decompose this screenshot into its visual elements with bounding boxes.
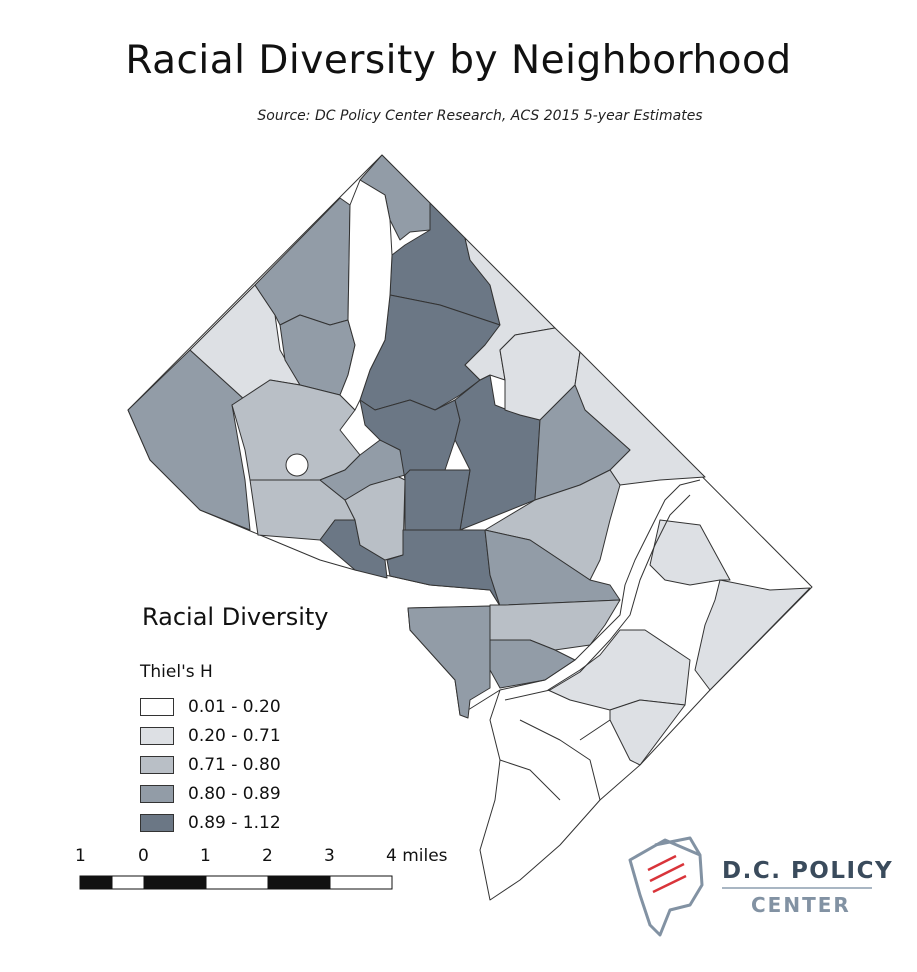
legend-swatch: [140, 698, 174, 716]
river: [499, 479, 701, 691]
legend-subtitle: Thiel's H: [140, 662, 213, 682]
legend-swatch: [140, 756, 174, 774]
neighborhood: [649, 519, 731, 586]
river: [504, 494, 691, 701]
legend-label: 0.01 - 0.20: [188, 697, 281, 717]
scale-bar: [79, 875, 393, 890]
legend-item: 0.01 - 0.20: [140, 696, 281, 718]
legend-label: 0.20 - 0.71: [188, 726, 281, 746]
neighborhood: [359, 399, 461, 481]
legend-swatch: [140, 814, 174, 832]
legend-label: 0.89 - 1.12: [188, 813, 281, 833]
legend-label: 0.80 - 0.89: [188, 784, 281, 804]
scale-label: 4 miles: [386, 846, 448, 866]
neighborhood: [484, 529, 621, 607]
legend-title: Racial Diversity: [142, 603, 329, 631]
logo-divider: [722, 887, 872, 889]
dc-map-document-icon: [628, 836, 704, 937]
observatory-circle: [285, 453, 309, 477]
legend-label: 0.71 - 0.80: [188, 755, 281, 775]
page-title: Racial Diversity by Neighborhood: [125, 38, 792, 83]
neighborhood: [254, 197, 351, 326]
legend-item: 0.20 - 0.71: [140, 725, 281, 747]
park: [339, 179, 393, 411]
neighborhood: [694, 579, 811, 691]
legend-item: 0.80 - 0.89: [140, 783, 281, 805]
logo-text: CENTER: [751, 893, 851, 917]
source-subtitle: Source: DC Policy Center Research, ACS 2…: [257, 108, 703, 124]
scale-label: 0: [138, 846, 149, 866]
legend-swatch: [140, 727, 174, 745]
legend-swatch: [140, 785, 174, 803]
neighborhood: [404, 469, 471, 531]
scale-label: 2: [262, 846, 273, 866]
neighborhood: [407, 605, 491, 719]
legend-item: 0.89 - 1.12: [140, 812, 281, 834]
logo-text: D.C. POLICY: [722, 858, 894, 884]
neighborhood-boundary: [499, 719, 611, 801]
legend-item: 0.71 - 0.80: [140, 754, 281, 776]
scale-label: 3: [324, 846, 335, 866]
neighborhood: [386, 529, 501, 607]
scale-label: 1: [200, 846, 211, 866]
scale-label: 1: [75, 846, 86, 866]
